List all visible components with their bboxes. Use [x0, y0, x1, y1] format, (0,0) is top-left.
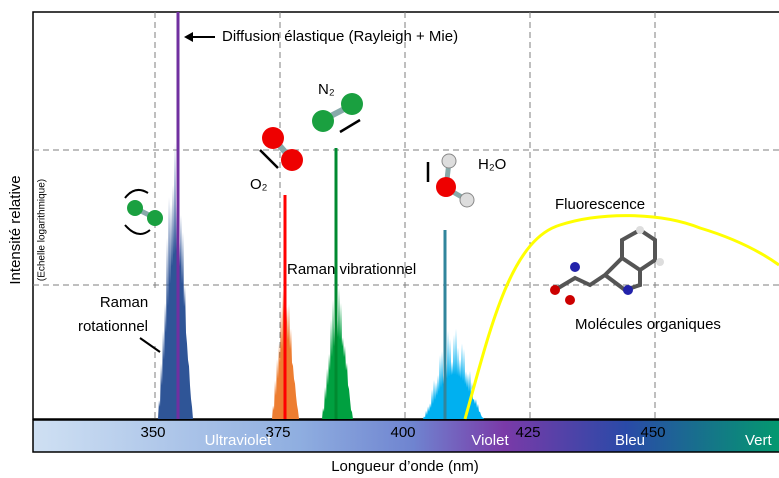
color-bar-label: Ultraviolet [205, 432, 273, 449]
y-axis-note: (Echelle logarithmique) [37, 179, 48, 281]
molecule-rotational [124, 188, 163, 235]
arrow [139, 337, 161, 353]
annotation: N₂ [318, 81, 335, 98]
fluorescence-curve [463, 214, 779, 420]
x-tick-label: 450 [640, 424, 665, 441]
color-bar-label: Vert [745, 432, 773, 449]
molecule-o2 [259, 127, 303, 171]
color-bar-label: Bleu [615, 432, 645, 449]
annotation: Diffusion élastique (Rayleigh + Mie) [222, 28, 458, 45]
color-bar [32, 419, 779, 453]
y-axis-label: Intensité relative [7, 175, 24, 284]
annotation: O₂ [250, 176, 268, 193]
molecule-n2 [312, 93, 363, 134]
annotation: Raman [100, 294, 148, 311]
arrow-head [184, 32, 193, 42]
x-tick-label: 350 [140, 424, 165, 441]
label-box [50, 290, 156, 346]
x-tick-label: 375 [265, 424, 290, 441]
annotation: Molécules organiques [575, 316, 721, 333]
annotation: Raman vibrationnel [287, 261, 416, 278]
annotation: H₂O [478, 156, 506, 173]
color-bar-label: Violet [471, 432, 509, 449]
molecule-organic [550, 226, 664, 305]
molecule-h2o [426, 153, 475, 208]
x-tick-label: 400 [390, 424, 415, 441]
annotation: rotationnel [78, 318, 148, 335]
spectral-band [422, 328, 485, 419]
spectral-band [157, 142, 194, 419]
annotation: Fluorescence [555, 196, 645, 213]
x-axis-label: Longueur d’onde (nm) [331, 458, 479, 475]
x-tick-label: 425 [515, 424, 540, 441]
